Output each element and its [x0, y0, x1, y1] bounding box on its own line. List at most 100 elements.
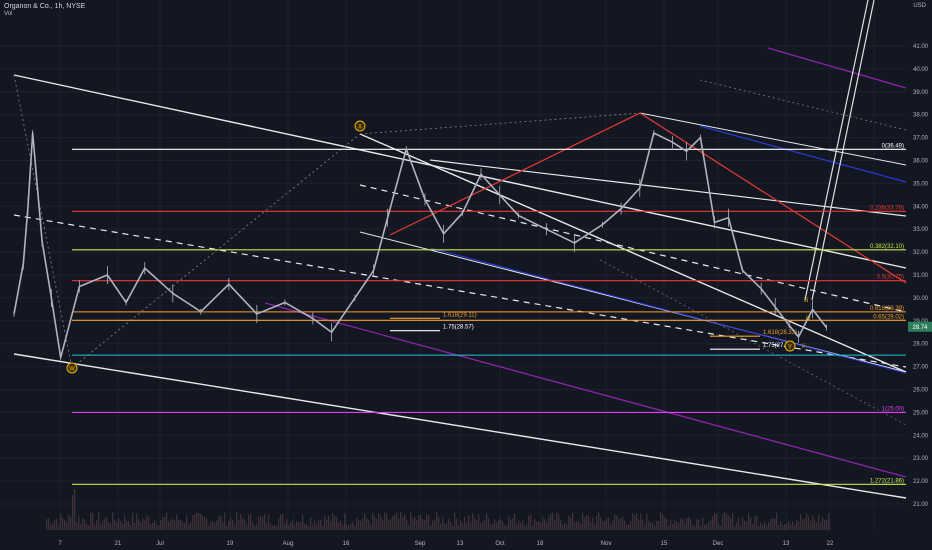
volume-bar	[534, 518, 536, 530]
volume-bar	[628, 524, 630, 530]
volume-bar	[600, 517, 602, 530]
volume-bar	[402, 517, 404, 530]
volume-bar	[78, 516, 80, 530]
volume-bar	[196, 512, 198, 530]
volume-bar	[704, 524, 706, 530]
volume-bar	[660, 512, 662, 530]
volume-bar	[194, 513, 196, 530]
volume-bar	[496, 522, 498, 530]
volume-bar	[240, 513, 242, 530]
volume-bar	[348, 525, 350, 530]
volume-bar	[432, 520, 434, 530]
volume-bar	[144, 520, 146, 530]
volume-bar	[428, 515, 430, 530]
volume-bar	[808, 516, 810, 530]
volume-bar	[748, 512, 750, 530]
volume-bar	[46, 519, 48, 530]
volume-bar	[48, 518, 50, 530]
x-tick-label: Jul	[156, 541, 164, 547]
volume-bar	[138, 519, 140, 530]
volume-bar	[550, 513, 552, 530]
volume-bar	[542, 515, 544, 530]
volume-bar	[406, 519, 408, 530]
x-tick-label: Nov	[601, 541, 612, 547]
volume-bar	[84, 519, 86, 530]
symbol-title: Organon & Co., 1h, NYSE	[4, 3, 86, 10]
volume-bar	[738, 517, 740, 530]
volume-bar	[472, 513, 474, 530]
volume-bar	[672, 523, 674, 530]
y-tick-label: 31.00	[913, 273, 929, 279]
volume-bar	[566, 524, 568, 530]
volume-bar	[412, 518, 414, 530]
volume-bar	[326, 519, 328, 530]
volume-bar	[338, 522, 340, 530]
trend-line	[429, 159, 907, 217]
volume-bar	[60, 513, 62, 530]
level-label: 0.382(32.10)	[870, 244, 904, 250]
volume-bar	[216, 520, 218, 530]
volume-bar	[688, 516, 690, 530]
volume-bar	[134, 522, 136, 530]
wave-marker-label: W	[69, 367, 75, 373]
volume-bar	[248, 514, 250, 530]
volume-bar	[452, 525, 454, 530]
volume-bar	[544, 519, 546, 530]
volume-bar	[208, 525, 210, 530]
y-tick-label: 34.00	[913, 204, 929, 210]
y-tick-label: 37.00	[913, 136, 929, 142]
volume-bar	[580, 523, 582, 530]
x-tick-label: 22	[827, 541, 834, 547]
level-label: 0.5(30.75)	[877, 275, 904, 281]
volume-bar	[168, 521, 170, 530]
volume-bar	[764, 521, 766, 530]
volume-bar	[378, 513, 380, 530]
volume-bar	[308, 525, 310, 530]
volume-bar	[352, 521, 354, 530]
y-tick-label: 21.00	[913, 502, 929, 508]
volume-bar	[374, 516, 376, 530]
volume-bar	[756, 516, 758, 530]
wave-sublabel: ii	[802, 344, 805, 350]
volume-bar	[454, 512, 456, 530]
volume-bar	[746, 521, 748, 530]
volume-bar	[798, 521, 800, 530]
volume-bar	[658, 521, 660, 530]
volume-bar	[556, 512, 558, 530]
volume-bar	[564, 523, 566, 530]
volume-bar	[682, 518, 684, 530]
volume-bar	[218, 516, 220, 530]
volume-bar	[172, 519, 174, 530]
volume-bar	[786, 523, 788, 530]
volume-bar	[502, 521, 504, 530]
volume-bar	[250, 513, 252, 530]
volume-bar	[82, 518, 84, 530]
volume-bar	[624, 520, 626, 530]
wave-marker	[784, 340, 796, 352]
volume-bar	[116, 522, 118, 530]
wave-marker	[354, 120, 366, 132]
volume-bar	[118, 518, 120, 530]
volume-bar	[620, 518, 622, 530]
y-tick-label: 33.00	[913, 227, 929, 233]
volume-bar	[602, 521, 604, 530]
volume-bar	[826, 519, 828, 530]
volume-bar	[204, 517, 206, 530]
volume-bar	[174, 519, 176, 530]
y-tick-label: 26.00	[913, 388, 929, 394]
volume-bar	[800, 514, 802, 530]
volume-bar	[718, 523, 720, 530]
volume-bar	[626, 524, 628, 530]
volume-bar	[590, 522, 592, 530]
volume-bar	[680, 518, 682, 530]
volume-bar	[552, 512, 554, 530]
volume-bar	[822, 517, 824, 530]
volume-bar	[442, 516, 444, 530]
volume-bar	[742, 517, 744, 530]
x-tick-label: Dec	[713, 541, 724, 547]
volume-bar	[320, 520, 322, 530]
volume-bar	[384, 512, 386, 530]
volume-bar	[304, 524, 306, 530]
volume-bar	[498, 520, 500, 530]
